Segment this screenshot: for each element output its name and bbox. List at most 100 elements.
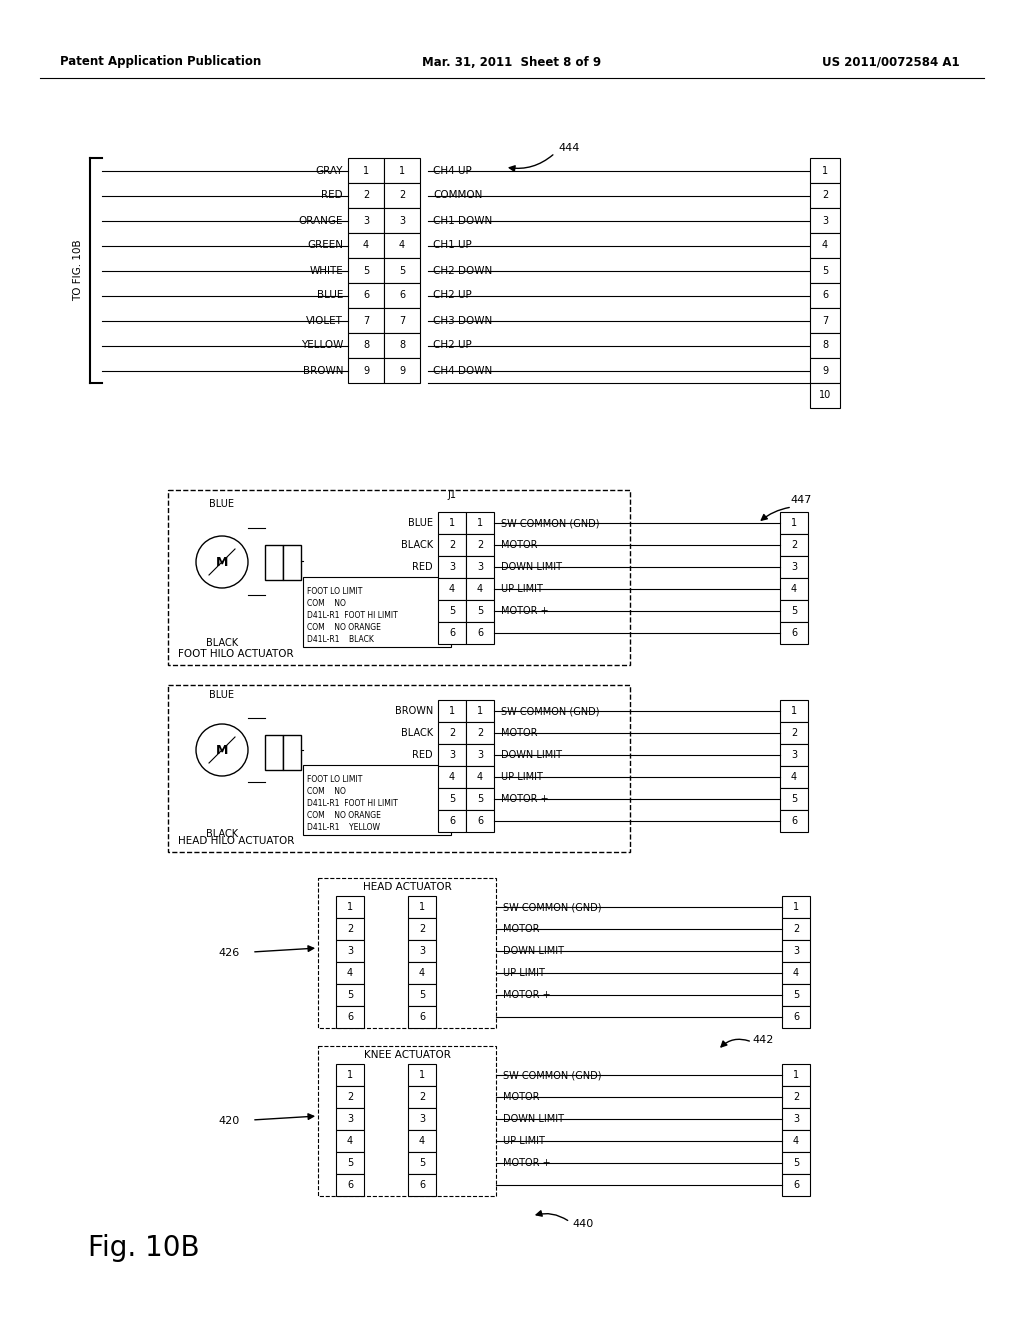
Bar: [384, 158, 420, 183]
Bar: [303, 577, 451, 647]
Text: MOTOR +: MOTOR +: [503, 1158, 551, 1168]
Text: ORANGE: ORANGE: [299, 215, 343, 226]
Bar: [265, 545, 283, 579]
Bar: [466, 744, 494, 766]
Text: 6: 6: [449, 816, 455, 826]
Text: DOWN LIMIT: DOWN LIMIT: [503, 946, 564, 956]
Bar: [782, 1064, 810, 1086]
Text: 5: 5: [347, 1158, 353, 1168]
Text: BLACK: BLACK: [400, 729, 433, 738]
Text: M: M: [216, 743, 228, 756]
Text: 426: 426: [218, 948, 240, 958]
Text: UP LIMIT: UP LIMIT: [501, 583, 543, 594]
Bar: [438, 700, 466, 722]
Text: YELLOW: YELLOW: [301, 341, 343, 351]
Bar: [810, 308, 840, 333]
Bar: [336, 1107, 364, 1130]
Text: 2: 2: [477, 540, 483, 550]
Text: 2: 2: [449, 729, 455, 738]
Text: DOWN LIMIT: DOWN LIMIT: [503, 1114, 564, 1125]
Bar: [780, 601, 808, 622]
Text: 3: 3: [793, 946, 799, 956]
Text: CH2 UP: CH2 UP: [433, 341, 472, 351]
Bar: [384, 183, 420, 209]
Bar: [780, 766, 808, 788]
Bar: [303, 766, 451, 836]
Text: COM    NO: COM NO: [307, 599, 346, 609]
Text: 2: 2: [347, 924, 353, 935]
Text: KNEE ACTUATOR: KNEE ACTUATOR: [364, 1049, 451, 1060]
Bar: [384, 209, 420, 234]
Text: 1: 1: [449, 517, 455, 528]
Bar: [336, 983, 364, 1006]
Text: 5: 5: [791, 606, 797, 616]
Bar: [438, 744, 466, 766]
Text: 1: 1: [362, 165, 369, 176]
Bar: [168, 685, 630, 851]
Text: 4: 4: [419, 1137, 425, 1146]
Text: 8: 8: [822, 341, 828, 351]
Text: SW COMMON (GND): SW COMMON (GND): [503, 1071, 601, 1080]
Text: 4: 4: [362, 240, 369, 251]
Text: 1: 1: [793, 1071, 799, 1080]
Text: MOTOR +: MOTOR +: [501, 606, 549, 616]
Text: 1: 1: [347, 902, 353, 912]
Text: 2: 2: [477, 729, 483, 738]
Text: 2: 2: [347, 1092, 353, 1102]
Bar: [283, 735, 301, 770]
Text: BLUE: BLUE: [210, 499, 234, 510]
Bar: [466, 810, 494, 832]
Bar: [408, 917, 436, 940]
Text: BLUE: BLUE: [316, 290, 343, 301]
Text: MOTOR -: MOTOR -: [501, 540, 544, 550]
Bar: [438, 622, 466, 644]
Bar: [782, 917, 810, 940]
Text: BLUE: BLUE: [408, 517, 433, 528]
Text: 4: 4: [419, 968, 425, 978]
Text: US 2011/0072584 A1: US 2011/0072584 A1: [822, 55, 961, 69]
Text: VIOLET: VIOLET: [306, 315, 343, 326]
Text: 9: 9: [362, 366, 369, 375]
Text: 3: 3: [477, 750, 483, 760]
Bar: [348, 308, 384, 333]
Bar: [810, 358, 840, 383]
Text: 4: 4: [347, 968, 353, 978]
Bar: [782, 1130, 810, 1152]
Text: 1: 1: [791, 517, 797, 528]
Text: 1: 1: [822, 165, 828, 176]
Text: 7: 7: [362, 315, 369, 326]
Bar: [810, 257, 840, 282]
Text: MOTOR +: MOTOR +: [503, 990, 551, 1001]
Bar: [408, 1086, 436, 1107]
Bar: [384, 308, 420, 333]
Text: 6: 6: [362, 290, 369, 301]
Text: BLUE: BLUE: [210, 690, 234, 700]
Text: D41L-R1  FOOT HI LIMIT: D41L-R1 FOOT HI LIMIT: [307, 799, 397, 808]
Text: 10: 10: [819, 391, 831, 400]
Bar: [408, 940, 436, 962]
Text: BLACK: BLACK: [206, 829, 238, 840]
Bar: [408, 1107, 436, 1130]
Text: 1: 1: [419, 902, 425, 912]
Bar: [408, 1173, 436, 1196]
Text: 8: 8: [362, 341, 369, 351]
Bar: [348, 282, 384, 308]
Bar: [348, 209, 384, 234]
Text: 5: 5: [791, 795, 797, 804]
Text: TO FIG. 10B: TO FIG. 10B: [73, 240, 83, 301]
Text: 5: 5: [419, 1158, 425, 1168]
Bar: [780, 700, 808, 722]
Text: RED: RED: [413, 750, 433, 760]
Text: 4: 4: [399, 240, 406, 251]
Text: BROWN: BROWN: [302, 366, 343, 375]
Bar: [782, 1152, 810, 1173]
Text: 444: 444: [558, 143, 580, 153]
Bar: [780, 744, 808, 766]
Bar: [782, 1006, 810, 1028]
Text: 4: 4: [791, 583, 797, 594]
Bar: [438, 556, 466, 578]
Text: 3: 3: [347, 946, 353, 956]
Bar: [438, 766, 466, 788]
Text: RED: RED: [322, 190, 343, 201]
Bar: [348, 234, 384, 257]
